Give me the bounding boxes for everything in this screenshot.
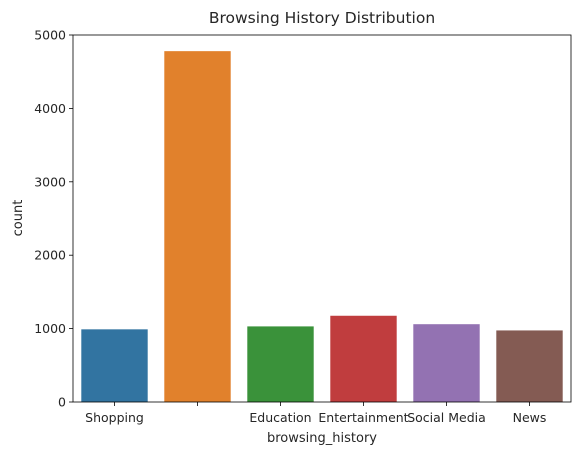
x-tick-label: Social Media — [407, 410, 486, 425]
plot-frame — [72, 34, 572, 403]
y-tick-label: 2000 — [34, 248, 66, 263]
bar-education — [247, 326, 314, 402]
bar-shopping — [81, 329, 148, 402]
y-tick-label: 0 — [58, 395, 66, 410]
x-tick-label: Entertainment — [318, 410, 408, 425]
y-tick-label: 3000 — [34, 174, 66, 189]
bar-entertainment — [330, 315, 397, 402]
y-tick-label: 4000 — [34, 101, 66, 116]
y-tick-label: 1000 — [34, 321, 66, 336]
y-axis-title: count — [11, 200, 26, 237]
bar-news — [496, 330, 563, 402]
bar-blank — [164, 51, 231, 402]
y-axis-ticks: 0 1000 2000 3000 4000 5000 — [34, 28, 73, 410]
bar-social-media — [413, 324, 480, 402]
x-tick-label: Shopping — [85, 410, 144, 425]
bars-group — [81, 51, 563, 402]
x-tick-label: News — [513, 410, 547, 425]
x-axis-title: browsing_history — [267, 431, 377, 446]
y-tick-label: 5000 — [34, 28, 66, 43]
chart-title: Browsing History Distribution — [209, 9, 435, 27]
x-tick-label: Education — [249, 410, 311, 425]
